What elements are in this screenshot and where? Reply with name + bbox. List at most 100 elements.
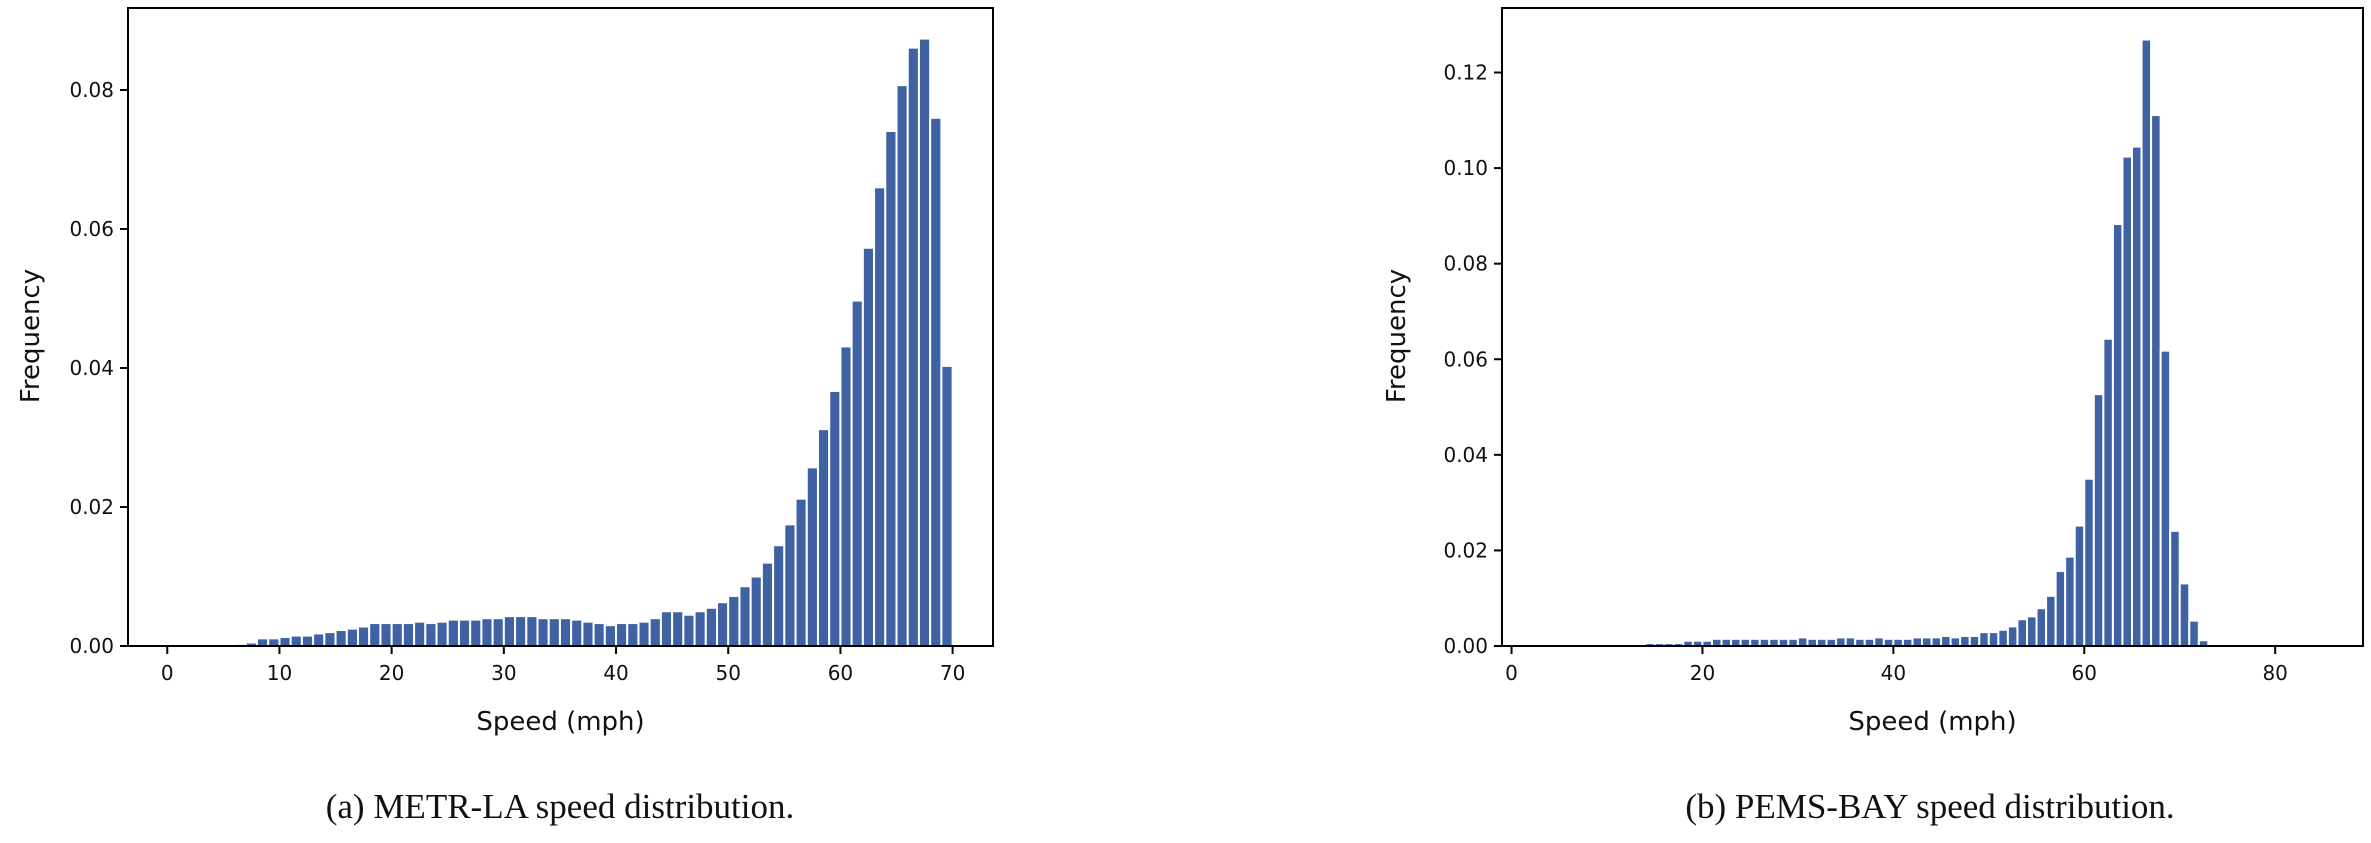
x-tick-label: 60 [828,661,853,685]
histogram-bar [581,620,595,647]
histogram-bar [693,610,707,648]
histogram-bar [525,615,539,648]
histogram-bar [2178,582,2191,648]
histogram-bar [1787,637,1799,648]
histogram-bar [1978,631,1990,647]
histogram-bar [278,635,292,648]
histogram-bar [256,637,270,647]
histogram-bar [940,364,954,647]
histogram-bar [1997,628,2009,647]
histogram-bar [738,585,752,648]
histogram-bar [345,627,359,647]
histogram-bar [1930,636,1943,648]
histogram-bar [446,618,460,647]
x-tick-label: 70 [940,661,965,685]
histogram-bar [2006,625,2019,648]
histogram-bar [749,575,763,648]
histogram-bar [873,186,887,647]
histogram-bar [457,618,472,647]
histogram-bar [2016,618,2029,647]
histogram-bar [2150,114,2162,648]
histogram-bar [592,622,606,648]
y-tick-label: 0.02 [1443,538,1488,562]
y-tick-label: 0.10 [1443,156,1488,180]
histogram-bar [659,610,674,648]
x-tick-label: 0 [1505,661,1518,685]
histogram-bar [536,617,550,648]
histogram-bar [2083,477,2095,647]
figure-caption: (a) METR-LA speed distribution. [326,787,795,826]
y-tick-label: 0.04 [69,356,114,380]
histogram-bar [682,613,696,647]
histogram-bar [1873,636,1885,648]
histogram-bar [1739,637,1752,648]
histogram-bar [2188,619,2200,647]
x-tick-label: 20 [1690,661,1715,685]
axes-frame [127,7,994,647]
histogram-bar [2159,349,2172,647]
x-tick-label: 10 [267,661,292,685]
x-tick-label: 0 [161,661,174,685]
histogram-bar [2026,615,2038,648]
histogram-bar [2131,145,2143,647]
histogram-bar [390,622,404,648]
histogram-bar [1911,636,1924,648]
histogram-bar [2111,223,2124,647]
x-tick-label: 20 [379,661,404,685]
histogram-bar [289,634,303,647]
y-tick-label: 0.08 [1443,252,1488,276]
y-tick-label: 0.06 [1443,347,1488,371]
histogram-bar [2092,393,2105,647]
histogram-bar [1711,637,1723,648]
histogram-bar [356,625,371,647]
histogram-bar [312,632,326,647]
histogram-bar [2045,594,2057,648]
histogram-bar [816,428,831,647]
histogram-bar [502,615,517,648]
axes-frame [1501,7,2364,647]
histogram-bar [1816,637,1828,648]
histogram-bar [401,622,416,648]
histogram-bar [671,610,685,648]
histogram-bar [2169,529,2181,647]
histogram-bar [379,622,393,648]
histogram-bar [300,634,315,647]
histogram-bar [603,624,618,648]
histogram-bar [547,617,561,648]
histogram-bar [1949,636,1962,648]
histogram-bar [334,629,348,648]
y-tick-label: 0.06 [69,217,114,241]
histogram-bar [828,389,842,647]
histogram-bar [1901,637,1914,648]
histogram-bar [1987,631,2000,647]
histogram-bar [1806,637,1819,648]
histogram-bar [805,466,819,647]
histogram-bar [1720,637,1733,648]
histogram-bar [716,601,730,648]
histogram-bar [2102,337,2114,647]
histogram-bar [861,246,876,647]
histogram-bar [1844,636,1857,648]
histogram-bar [615,622,629,648]
x-axis-label: Speed (mph) [476,707,644,737]
histogram-bar [1863,637,1876,648]
histogram-bar [480,617,494,648]
histogram-bar [2064,555,2076,647]
histogram-bar [1882,637,1895,648]
histogram-bar [424,622,438,648]
y-tick-label: 0.00 [1443,634,1488,658]
x-tick-label: 60 [2072,661,2097,685]
histogram-bar [727,594,741,647]
histogram-bar [2121,155,2134,647]
histogram-bar [917,37,932,647]
histogram-bar [514,615,528,648]
y-axis-label: Frequency [16,269,46,403]
histogram-bar [1940,634,1952,648]
histogram-bar [1825,637,1838,648]
histogram-bar [783,523,797,647]
histogram-bar [626,622,640,648]
y-tick-label: 0.08 [69,78,114,102]
histogram-bar [1921,636,1933,648]
figure-caption: (b) PEMS-BAY speed distribution. [1685,787,2174,826]
